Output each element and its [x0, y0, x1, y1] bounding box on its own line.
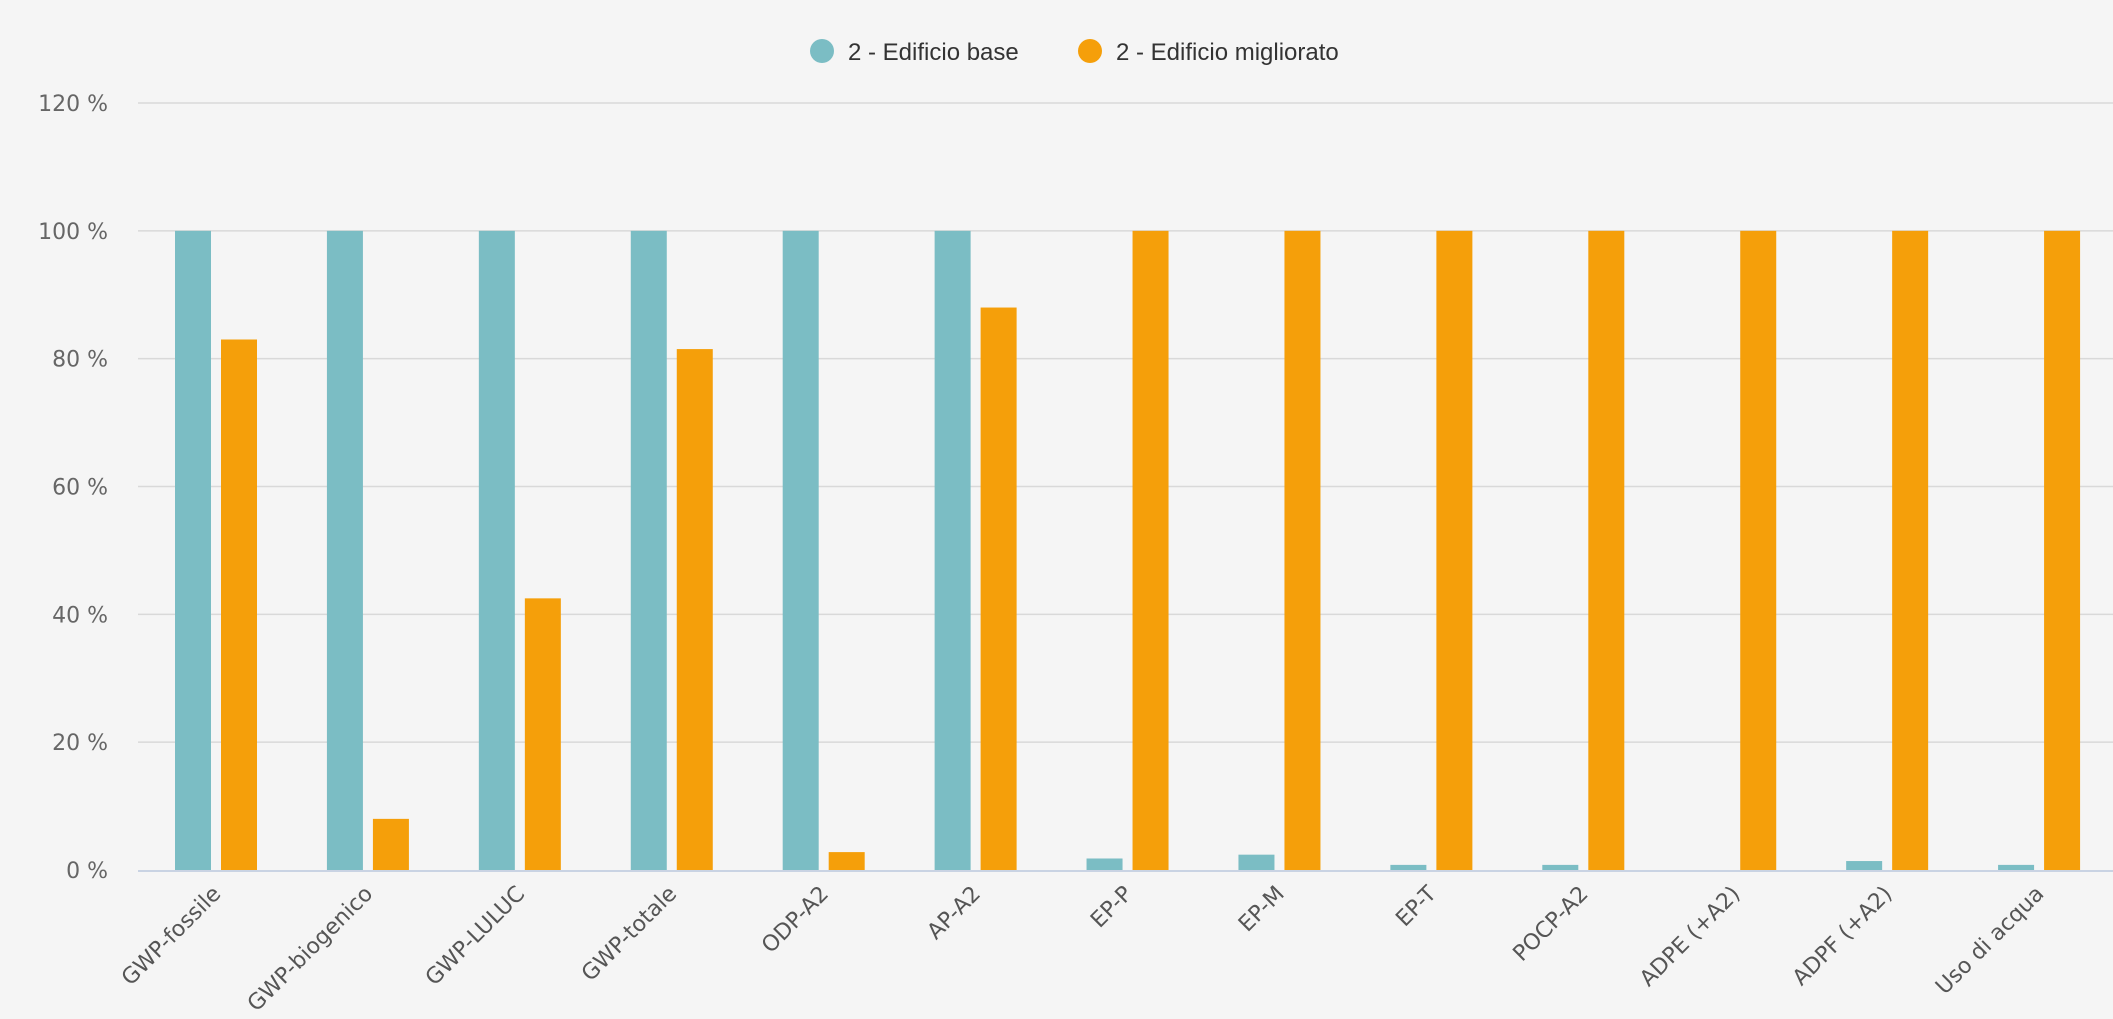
- x-tick-label: EP-M: [1234, 882, 1290, 938]
- y-tick-label: 100 %: [38, 220, 108, 245]
- bar-base-10: [1542, 864, 1579, 870]
- bar-migliorato-8: [1284, 230, 1321, 871]
- bars: [175, 230, 2081, 871]
- bar-migliorato-1: [221, 339, 257, 870]
- y-tick-label: 40 %: [52, 603, 108, 628]
- bar-migliorato-10: [1588, 230, 1625, 871]
- x-tick-label: EP-T: [1391, 881, 1442, 932]
- bar-migliorato-13: [2044, 230, 2081, 871]
- bar-migliorato-11: [1740, 230, 1777, 871]
- y-tick-label: 20 %: [52, 731, 108, 756]
- bar-base-5: [782, 230, 819, 871]
- x-tick-label: ODP-A2: [757, 882, 834, 959]
- legend-marker-1[interactable]: [810, 39, 834, 63]
- bar-base-7: [1086, 858, 1123, 870]
- y-tick-label: 120 %: [38, 92, 108, 117]
- bar-migliorato-7: [1132, 230, 1169, 871]
- bar-migliorato-4: [676, 349, 713, 870]
- x-tick-label: AP-A2: [923, 882, 986, 945]
- bar-migliorato-12: [1892, 230, 1929, 871]
- bar-base-12: [1846, 861, 1883, 870]
- x-tick-label: EP-P: [1086, 882, 1138, 934]
- grid-lines: [138, 102, 2113, 743]
- x-tick-label: GWP-LULUC: [421, 882, 530, 991]
- bar-base-2: [326, 230, 363, 871]
- bar-migliorato-2: [372, 818, 409, 870]
- x-tick-label: POCP-A2: [1509, 882, 1594, 967]
- y-tick-label: 60 %: [52, 476, 108, 501]
- x-tick-label: GWP-totale: [577, 882, 682, 987]
- legend-marker-2[interactable]: [1078, 39, 1102, 63]
- bar-base-1: [175, 230, 211, 871]
- legend-label-2[interactable]: 2 - Edificio migliorato: [1116, 39, 1339, 66]
- y-tick-label: 80 %: [52, 348, 108, 373]
- bar-migliorato-9: [1436, 230, 1473, 871]
- bar-migliorato-6: [980, 307, 1017, 870]
- bar-migliorato-3: [524, 598, 561, 870]
- x-tick-label: ADPE (+A2): [1635, 882, 1745, 992]
- bar-base-6: [934, 230, 971, 871]
- bar-base-8: [1238, 854, 1275, 870]
- bar-base-9: [1390, 864, 1427, 870]
- y-axis: 0 % 20 % 40 % 60 % 80 % 100 % 120 %: [38, 92, 108, 884]
- y-tick-label: 0 %: [66, 859, 108, 884]
- bar-base-4: [630, 230, 667, 871]
- legend: 2 - Edificio base 2 - Edificio migliorato: [810, 39, 1339, 66]
- bar-migliorato-5: [828, 852, 865, 870]
- x-tick-label: GWP-fossile: [117, 882, 226, 991]
- bar-base-3: [478, 230, 515, 871]
- legend-label-1[interactable]: 2 - Edificio base: [848, 39, 1019, 66]
- x-axis: GWP-fossile GWP-biogenico GWP-LULUC GWP-tot…: [117, 870, 2113, 1017]
- bar-base-13: [1998, 864, 2035, 870]
- x-tick-label: GWP-biogenico: [243, 882, 378, 1017]
- x-tick-label: Uso di acqua: [1931, 882, 2049, 1000]
- x-tick-label: ADPF (+A2): [1788, 882, 1897, 991]
